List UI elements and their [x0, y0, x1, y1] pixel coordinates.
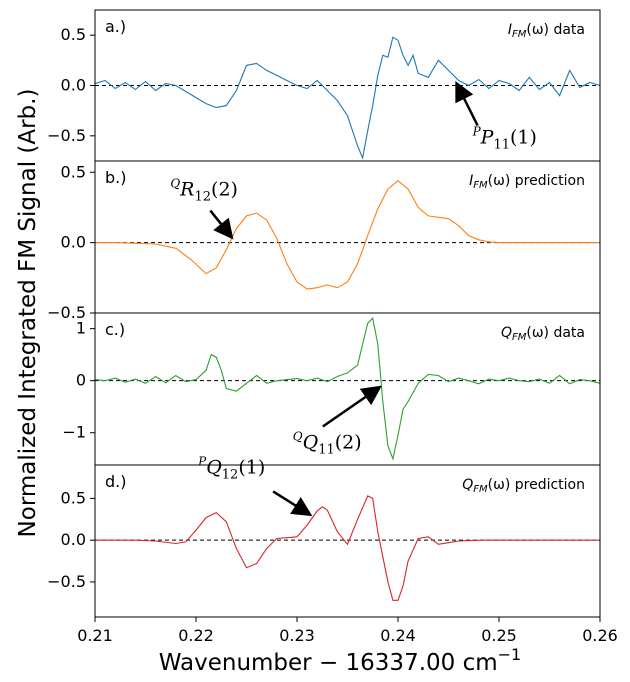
x-tick-label: 0.21 [77, 626, 113, 645]
annotation-label: QR12(2) [170, 177, 238, 205]
y-tick-label: −0.5 [47, 572, 86, 591]
y-tick-label: −0.5 [47, 126, 86, 145]
y-axis-title: Normalized Integrated FM Signal (Arb.) [15, 89, 41, 538]
x-axis-ticks: 0.21 0.22 0.23 0.24 0.25 0.26 [77, 617, 618, 645]
annotation-label: PQ12(1) [197, 454, 265, 482]
annotation-sub: 11 [493, 138, 510, 153]
annotation-arrow [272, 490, 313, 517]
legend-text: QFM(ω) prediction [462, 477, 585, 495]
annotation-sub: 11 [318, 442, 335, 457]
legend-symbol: Q [462, 477, 473, 493]
y-tick-label: 0 [76, 371, 86, 390]
y-tick-label: 0.0 [61, 76, 86, 95]
panel-label: d.) [105, 472, 126, 491]
annotation-main: R [179, 179, 194, 201]
panel-label: a.) [105, 17, 126, 36]
legend-tail: (ω) prediction [488, 477, 585, 493]
x-tick-label: 0.22 [178, 626, 214, 645]
legend-subscript: FM [473, 484, 488, 495]
annotation-label: QQ11(2) [293, 429, 362, 457]
legend-tail: (ω) prediction [488, 173, 585, 189]
y-tick-label: 0.0 [61, 530, 86, 549]
annotation-post: (2) [335, 431, 362, 453]
y-tick-label: 0.5 [61, 488, 86, 507]
legend-tail: (ω) data [526, 325, 585, 341]
x-tick-label: 0.24 [380, 626, 416, 645]
annotation-main: Q [206, 456, 222, 478]
y-tick-label: 0.0 [61, 233, 86, 252]
x-tick-label: 0.26 [582, 626, 618, 645]
annotation-sub: 12 [222, 467, 239, 482]
annotation-main: P [480, 127, 495, 149]
annotation-pre: P [197, 454, 207, 468]
annotation-post: (1) [510, 127, 537, 149]
panel-label: b.) [105, 168, 126, 187]
legend-symbol: I [469, 173, 473, 189]
y-tick-label: 1 [76, 319, 86, 338]
series-line [95, 179, 600, 290]
annotation-pre: Q [293, 429, 303, 443]
panel-frame [94, 464, 601, 618]
annotation-post: (2) [211, 179, 238, 201]
annotation-pre: Q [170, 177, 180, 191]
series-line [94, 317, 601, 461]
annotation-arrow [322, 385, 382, 428]
panel-b: 0.5 0.0 −0.5 b.) IFM(ω) prediction QR12(2) [47, 160, 601, 322]
x-axis-title-text: Wavenumber − 16337.00 cm [159, 650, 498, 676]
legend-tail: (ω) data [526, 22, 585, 38]
legend-symbol: I [508, 22, 512, 38]
annotation-arrow [209, 209, 234, 240]
x-axis-title: Wavenumber − 16337.00 cm−1 [159, 645, 521, 676]
legend-text: IFM(ω) prediction [469, 173, 585, 191]
x-tick-label: 0.23 [279, 626, 315, 645]
y-tick-label: −0.5 [47, 303, 86, 322]
annotation-pre: P [472, 125, 482, 139]
annotation-post: (1) [238, 456, 265, 478]
legend-subscript: FM [512, 29, 527, 40]
y-tick-label: 0.5 [61, 25, 86, 44]
legend-subscript: FM [473, 180, 488, 191]
panel-label: c.) [105, 320, 125, 339]
legend-symbol: Q [501, 325, 512, 341]
panels: 0.50.0−0.5a.) IFM(ω) dataPP11(1)0.50.0−0.… [47, 9, 601, 618]
annotation-arrow [455, 81, 479, 127]
annotation-sub: 12 [194, 190, 211, 205]
series-line [94, 36, 601, 160]
x-tick-label: 0.25 [481, 626, 517, 645]
legend-text: IFM(ω) data [508, 22, 585, 40]
series-line [95, 495, 600, 601]
annotation-label: PP11(1) [472, 125, 537, 153]
y-tick-label: −1 [62, 423, 86, 442]
annotation-main: Q [303, 431, 319, 453]
y-tick-label: 0.5 [61, 162, 86, 181]
legend-text: QFM(ω) data [501, 325, 585, 343]
x-axis-title-sup: −1 [498, 645, 522, 664]
legend-subscript: FM [512, 332, 527, 343]
